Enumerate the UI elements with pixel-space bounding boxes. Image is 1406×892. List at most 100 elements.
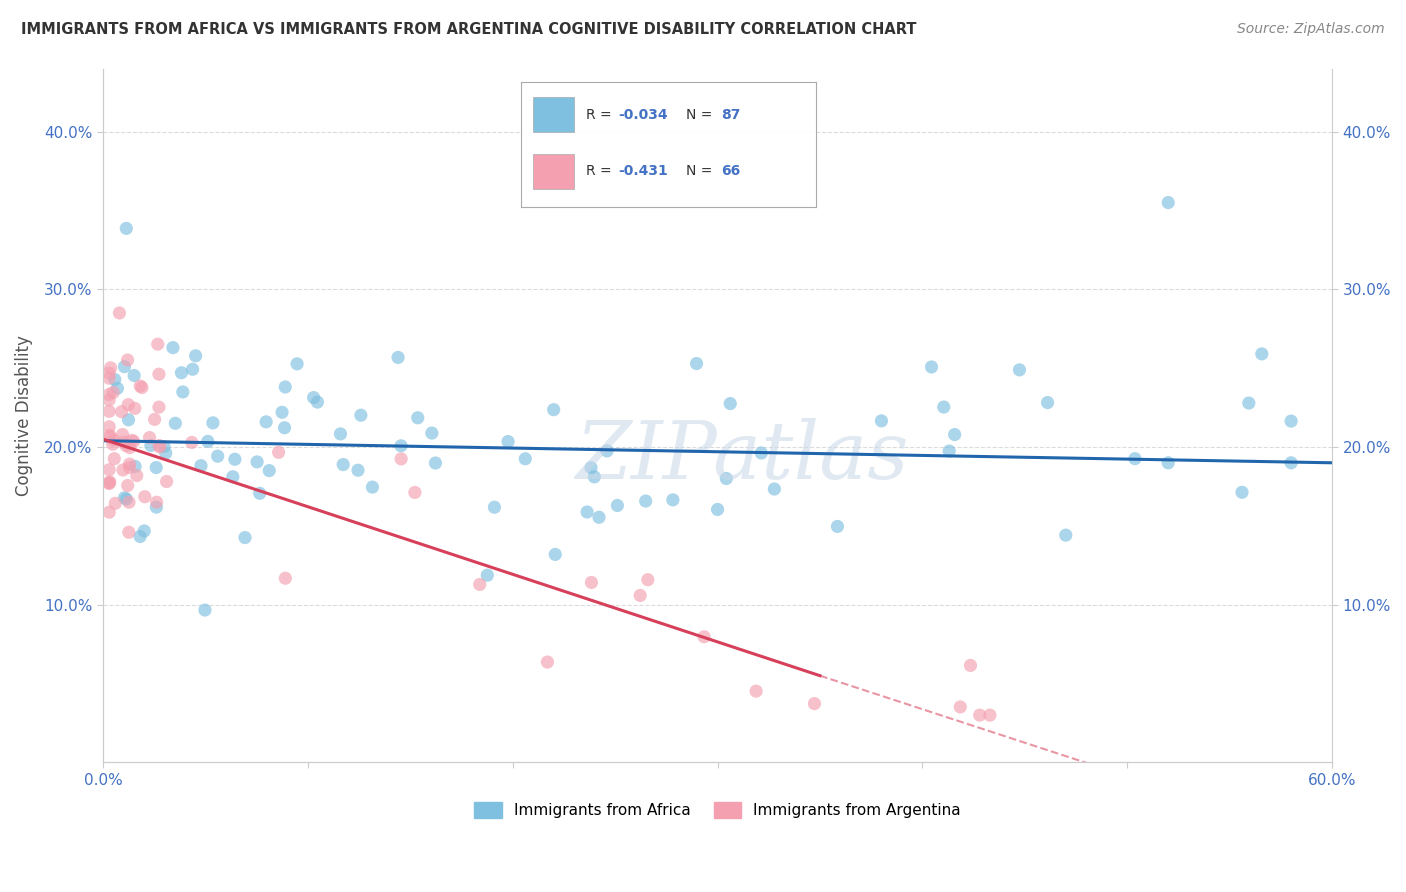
Point [959, 658, 981, 673]
Point [745, 684, 768, 698]
Point [98, 476, 121, 491]
Point [145, 460, 167, 475]
Point [98, 387, 121, 401]
Point [628, 589, 651, 603]
Point [387, 351, 409, 365]
Point [536, 655, 558, 669]
Point [233, 531, 256, 545]
Point [685, 357, 707, 371]
Point [870, 414, 893, 428]
Point [117, 398, 139, 412]
Point [420, 425, 443, 440]
Point [716, 471, 738, 485]
Point [201, 416, 224, 430]
Point [197, 434, 219, 449]
Point [194, 603, 217, 617]
Point [1157, 456, 1180, 470]
Point [350, 408, 373, 422]
Point [1230, 485, 1253, 500]
Point [307, 395, 329, 409]
Point [634, 494, 657, 508]
Point [124, 401, 146, 416]
Point [115, 221, 138, 235]
Point [406, 410, 429, 425]
Point [579, 460, 602, 475]
Point [129, 379, 152, 393]
Point [921, 359, 943, 374]
Point [145, 495, 167, 509]
Point [107, 381, 129, 395]
Point [162, 341, 184, 355]
Point [1157, 195, 1180, 210]
Point [111, 427, 134, 442]
Point [496, 434, 519, 449]
Point [101, 437, 124, 451]
Point [117, 353, 139, 368]
Point [98, 366, 121, 380]
Point [425, 456, 447, 470]
Point [224, 452, 246, 467]
Point [139, 438, 162, 452]
Text: ZIPatlas: ZIPatlas [575, 418, 908, 496]
Point [124, 459, 146, 474]
Point [596, 444, 619, 458]
Point [125, 468, 148, 483]
Point [118, 457, 141, 471]
Point [98, 419, 121, 434]
Point [155, 446, 177, 460]
Point [181, 362, 204, 376]
Point [98, 505, 121, 519]
Point [1279, 456, 1302, 470]
Point [122, 368, 145, 383]
Point [257, 464, 280, 478]
Point [274, 380, 297, 394]
Point [347, 463, 370, 477]
Point [118, 460, 141, 475]
Point [138, 431, 160, 445]
Point [103, 433, 125, 447]
Point [98, 428, 121, 442]
Point [118, 525, 141, 540]
Text: IMMIGRANTS FROM AFRICA VS IMMIGRANTS FROM ARGENTINA COGNITIVE DISABILITY CORRELA: IMMIGRANTS FROM AFRICA VS IMMIGRANTS FRO… [21, 22, 917, 37]
Point [267, 445, 290, 459]
Point [1237, 396, 1260, 410]
Point [108, 306, 131, 320]
Point [207, 449, 229, 463]
Point [1279, 414, 1302, 428]
Point [143, 412, 166, 426]
Point [98, 371, 121, 385]
Point [110, 404, 132, 418]
Point [273, 421, 295, 435]
Point [581, 575, 603, 590]
Point [285, 357, 308, 371]
Point [115, 439, 138, 453]
Point [222, 469, 245, 483]
Point [146, 337, 169, 351]
Point [148, 367, 170, 381]
Point [389, 451, 412, 466]
Point [1250, 347, 1272, 361]
Point [803, 697, 825, 711]
Point [938, 444, 960, 458]
Point [122, 434, 145, 449]
Point [949, 700, 972, 714]
Point [121, 434, 143, 448]
Point [103, 385, 125, 400]
Point [246, 455, 269, 469]
Point [129, 529, 152, 543]
Point [588, 510, 610, 524]
Point [114, 491, 136, 505]
Point [271, 405, 294, 419]
Point [111, 463, 134, 477]
Point [515, 451, 537, 466]
Point [117, 478, 139, 492]
Point [98, 463, 121, 477]
Point [148, 438, 170, 452]
Point [98, 392, 121, 407]
Text: Source: ZipAtlas.com: Source: ZipAtlas.com [1237, 22, 1385, 37]
Point [468, 577, 491, 591]
Point [145, 500, 167, 515]
Point [544, 548, 567, 562]
Point [134, 524, 156, 538]
Point [190, 458, 212, 473]
